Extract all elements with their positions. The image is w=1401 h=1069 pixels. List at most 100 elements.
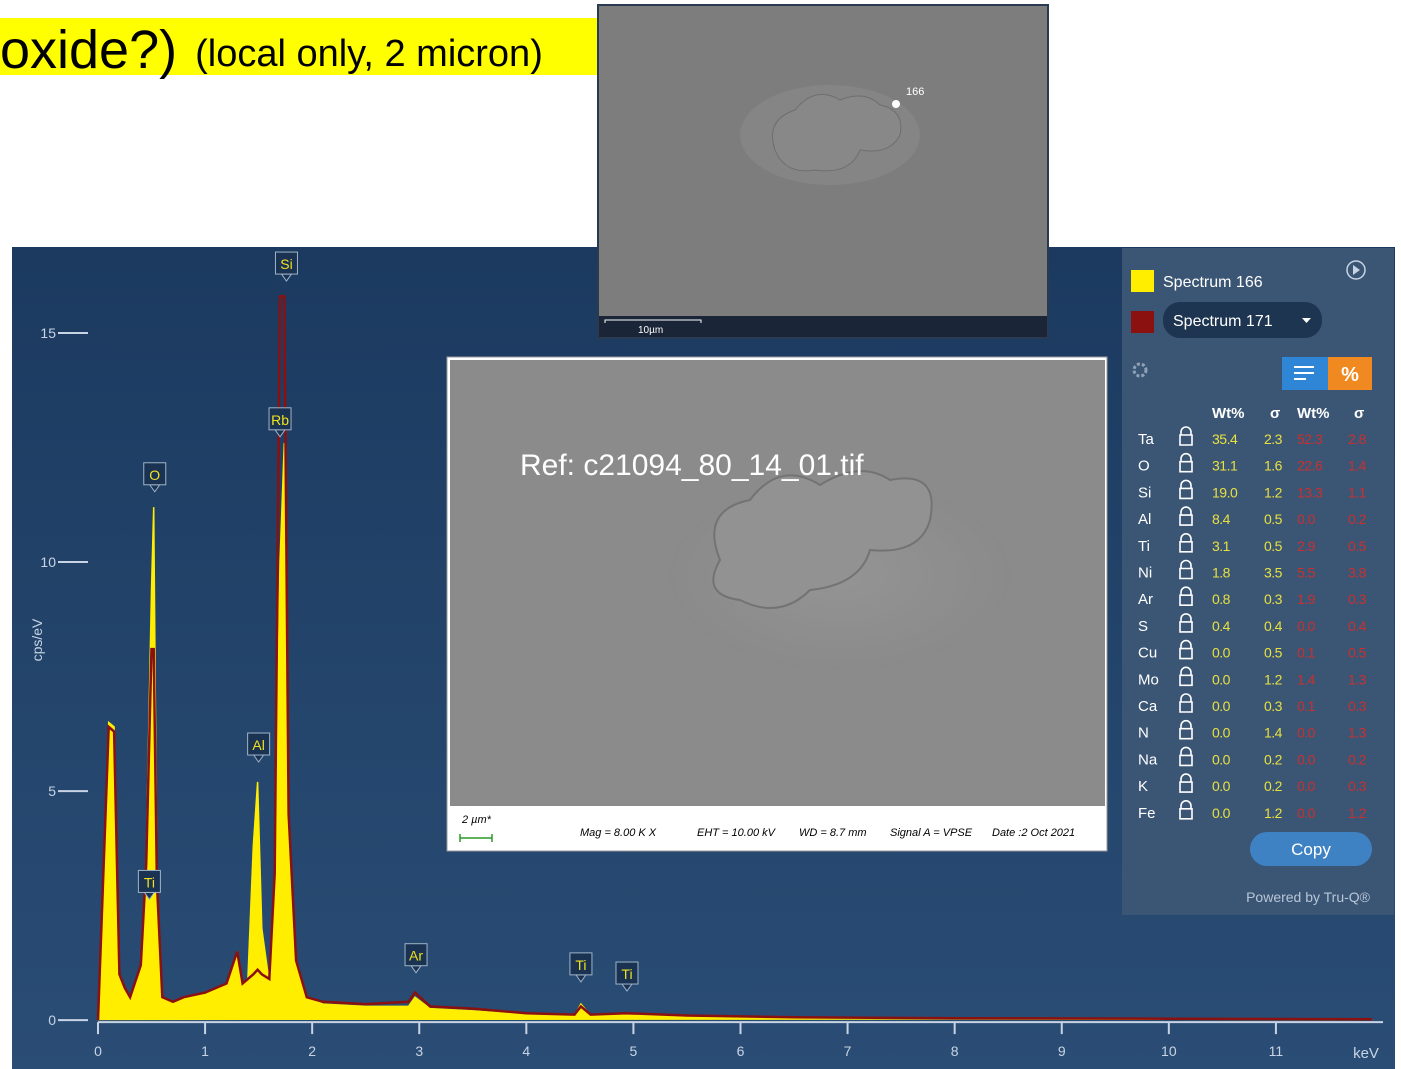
cell: 0.0 [1297,805,1316,821]
cell: 2.8 [1348,431,1367,447]
x-tick-label: 8 [951,1043,959,1059]
header-large: oxide?) [0,20,177,80]
cell: 1.3 [1348,725,1367,741]
cell: 3.5 [1264,565,1283,581]
cell: 1.1 [1348,484,1367,500]
cell: 0.1 [1297,698,1316,714]
cell: 2.9 [1297,538,1316,554]
column-header: σ [1270,405,1280,422]
x-tick-label: 6 [737,1043,745,1059]
element: Ti [1138,538,1150,555]
cell: 1.2 [1348,805,1367,821]
cell: 0.5 [1348,645,1367,661]
cell: 0.0 [1297,511,1316,527]
cell: 0.4 [1264,618,1283,634]
cell: 0.0 [1212,671,1231,687]
image-footer-text: Signal A = VPSE [890,827,973,839]
cell: 0.0 [1297,725,1316,741]
element: S [1138,618,1148,635]
cell: 0.0 [1297,751,1316,767]
cell: 1.4 [1348,458,1367,474]
cell: 0.3 [1348,698,1367,714]
element: Ca [1138,698,1158,715]
cell: 31.1 [1212,458,1238,474]
cell: 0.2 [1348,511,1367,527]
element: Fe [1138,805,1156,822]
cell: 0.5 [1264,645,1283,661]
cell: 0.0 [1212,805,1231,821]
cell: 0.0 [1212,778,1231,794]
cell: 1.6 [1264,458,1283,474]
legend-swatch [1131,311,1154,333]
cell: 0.3 [1348,591,1367,607]
cell: 1.2 [1264,805,1283,821]
cell: 0.2 [1264,778,1283,794]
peak-label: Ti [575,957,586,973]
y-tick-label: 10 [40,554,56,570]
element: Cu [1138,645,1157,662]
x-tick-label: 9 [1058,1043,1066,1059]
cell: 0.3 [1348,778,1367,794]
peak-label: Si [280,256,292,272]
image-footer-text: Date :2 Oct 2021 [992,827,1075,839]
element: Ni [1138,565,1152,582]
x-tick-label: 11 [1269,1043,1284,1059]
y-tick-label: 15 [40,325,56,341]
scale-label: 2 µm* [461,814,492,826]
cell: 22.6 [1297,458,1323,474]
cell: 0.0 [1297,618,1316,634]
peak-label: Al [252,737,264,753]
cell: 19.0 [1212,484,1238,500]
column-header: Wt% [1212,405,1245,422]
cell: 8.4 [1212,511,1231,527]
cell: 52.3 [1297,431,1323,447]
element: Al [1138,511,1151,528]
peak-label: Ar [409,948,423,964]
legend-label: Spectrum 171 [1173,313,1273,330]
copy-label: Copy [1291,840,1331,859]
cell: 0.0 [1297,778,1316,794]
image-footer [599,316,1047,337]
peak-label: O [149,467,160,483]
x-tick-label: 0 [94,1043,102,1059]
point-marker [892,100,900,108]
percent-icon: % [1341,364,1359,386]
cell: 0.0 [1212,751,1231,767]
element: Si [1138,484,1151,501]
cell: 1.3 [1348,671,1367,687]
cell: 0.3 [1264,698,1283,714]
element: N [1138,725,1149,742]
cell: 0.4 [1348,618,1367,634]
cell: 0.8 [1212,591,1231,607]
results-panel: Spectrum 166 Spectrum 171 % Copy Powered… [1122,248,1394,915]
cell: 0.2 [1264,751,1283,767]
x-axis-label: keV [1353,1045,1379,1062]
cell: 1.2 [1264,484,1283,500]
cell: 3.8 [1348,565,1367,581]
x-tick-label: 7 [844,1043,852,1059]
point-label: 166 [906,86,924,98]
top-image: 166 10µm [598,5,1048,338]
cell: 5.5 [1297,565,1316,581]
image-footer-text: WD = 8.7 mm [799,827,867,839]
element: Ta [1138,431,1155,448]
element: K [1138,778,1148,795]
header-small: (local only, 2 micron) [195,33,543,75]
y-axis-label: cps/eV [29,618,45,661]
column-header: Wt% [1297,405,1330,422]
cell: 0.5 [1348,538,1367,554]
peak-label: Rb [271,412,289,428]
legend-swatch [1131,270,1154,292]
x-tick-label: 10 [1161,1043,1177,1059]
x-tick-label: 5 [630,1043,638,1059]
x-tick-label: 3 [415,1043,423,1059]
cell: 1.4 [1264,725,1283,741]
cell: 3.1 [1212,538,1231,554]
sem-image: Ref: c21094_80_14_01.tif 2 µm* [447,357,1107,851]
cell: 1.8 [1212,565,1231,581]
slide: oxide?) (local only, 2 micron) cps/eV ke… [0,0,1401,1069]
x-tick-label: 1 [201,1043,209,1059]
cell: 35.4 [1212,431,1238,447]
cell: 0.2 [1348,751,1367,767]
cell: 0.0 [1212,645,1231,661]
